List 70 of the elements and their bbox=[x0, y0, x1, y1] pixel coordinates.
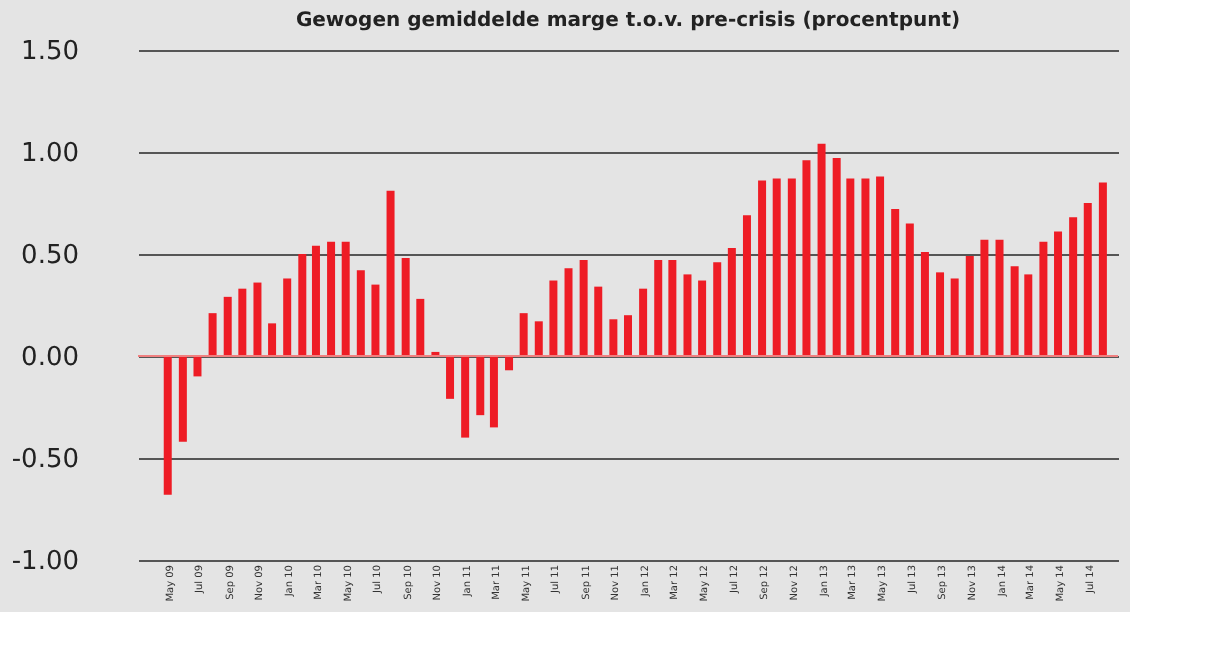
bar bbox=[1024, 274, 1033, 356]
bar bbox=[683, 274, 692, 356]
bar bbox=[936, 272, 945, 356]
bar bbox=[489, 356, 498, 428]
bar bbox=[609, 319, 618, 356]
bar bbox=[980, 239, 989, 356]
bar bbox=[371, 284, 380, 356]
bar bbox=[401, 258, 410, 356]
bar bbox=[1039, 241, 1048, 356]
bar bbox=[817, 143, 826, 356]
bar bbox=[579, 260, 588, 356]
bar bbox=[713, 262, 722, 356]
bar bbox=[446, 356, 455, 399]
bar bbox=[298, 254, 307, 356]
bar bbox=[178, 356, 187, 442]
bar bbox=[965, 256, 974, 356]
bar bbox=[787, 178, 796, 356]
bar bbox=[283, 278, 292, 356]
bar bbox=[1010, 266, 1019, 356]
y-tick-label: 0.50 bbox=[21, 241, 79, 271]
bar bbox=[639, 288, 648, 356]
bar bbox=[505, 356, 514, 371]
bar bbox=[727, 247, 736, 356]
bar bbox=[698, 280, 707, 356]
bar bbox=[223, 296, 232, 356]
bar bbox=[268, 323, 277, 356]
bar bbox=[386, 190, 395, 356]
bar bbox=[594, 286, 603, 356]
bar bbox=[772, 178, 781, 356]
y-tick-label: 1.00 bbox=[21, 139, 79, 169]
bar bbox=[519, 313, 528, 356]
bar bbox=[832, 158, 841, 356]
bar bbox=[311, 245, 320, 356]
bar bbox=[861, 178, 870, 356]
bar bbox=[253, 282, 262, 356]
bar bbox=[461, 356, 470, 438]
bar bbox=[476, 356, 485, 416]
bar bbox=[416, 298, 425, 356]
bar bbox=[549, 280, 558, 356]
bar bbox=[846, 178, 855, 356]
bar bbox=[758, 180, 767, 356]
bar bbox=[327, 241, 336, 356]
bar bbox=[668, 260, 677, 356]
y-tick-label: -0.50 bbox=[11, 445, 79, 475]
bar bbox=[208, 313, 217, 356]
y-tick-label: -1.00 bbox=[11, 547, 79, 577]
y-tick-label: 0.00 bbox=[21, 343, 79, 373]
bar bbox=[534, 321, 543, 356]
bar bbox=[654, 260, 663, 356]
bar bbox=[624, 315, 632, 356]
bar bbox=[341, 241, 350, 356]
bar bbox=[163, 356, 172, 495]
bar bbox=[802, 160, 811, 356]
bar bbox=[238, 288, 247, 356]
bar bbox=[920, 251, 929, 356]
bar bbox=[356, 270, 365, 356]
bar bbox=[1069, 217, 1078, 356]
chart-title: Gewogen gemiddelde marge t.o.v. pre-crisis (procentpunt) bbox=[295, 10, 961, 32]
bar bbox=[891, 209, 900, 356]
bar bbox=[876, 176, 885, 356]
bar bbox=[995, 239, 1004, 356]
bar bbox=[1098, 182, 1107, 356]
bar bbox=[905, 223, 914, 356]
bar bbox=[950, 278, 959, 356]
bar bbox=[742, 215, 751, 356]
y-tick-label: 1.50 bbox=[21, 37, 79, 67]
bar bbox=[1054, 231, 1063, 356]
bar bbox=[1083, 203, 1092, 356]
bar bbox=[193, 356, 202, 377]
bar bbox=[564, 268, 573, 356]
